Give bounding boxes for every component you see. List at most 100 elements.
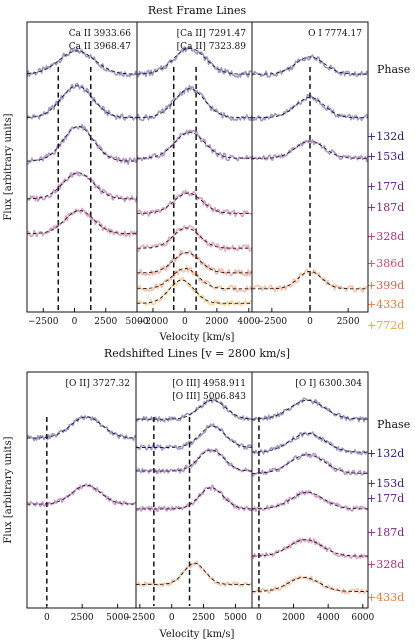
observed-spectrum bbox=[136, 250, 253, 277]
x-tick-label: 0 bbox=[44, 613, 50, 623]
model-fit bbox=[136, 562, 252, 585]
x-tick-label: 4000 bbox=[317, 613, 340, 623]
observed-spectrum bbox=[251, 490, 369, 513]
x-tick-label: −2500 bbox=[125, 613, 156, 623]
line-label: O I 7774.17 bbox=[308, 29, 362, 39]
phase-label: +187d bbox=[367, 201, 404, 214]
panel-frame bbox=[26, 371, 137, 609]
phase-label: +177d bbox=[367, 180, 404, 193]
model-fit bbox=[136, 449, 252, 472]
phase-label: +132d bbox=[367, 447, 404, 460]
observed-spectrum bbox=[251, 575, 369, 595]
model-fit bbox=[252, 96, 368, 119]
x-tick-label: 2500 bbox=[71, 613, 94, 623]
model-fit bbox=[252, 56, 368, 75]
panel-2-1: [O II] 3727.32 0 2500 5000 bbox=[26, 371, 137, 623]
model-fit bbox=[136, 399, 253, 420]
y-axis-label: Flux [arbitrary units] bbox=[3, 436, 14, 543]
model-fit bbox=[137, 252, 252, 274]
line-label: Ca II 3933.66 bbox=[69, 29, 132, 39]
observed-spectrum bbox=[136, 84, 253, 122]
observed-spectrum bbox=[251, 268, 369, 293]
x-tick-label: 2500 bbox=[192, 613, 215, 623]
chart-title: Rest Frame Lines bbox=[148, 4, 247, 17]
model-fit bbox=[137, 131, 252, 159]
panel-frame bbox=[251, 371, 369, 609]
panel-frame bbox=[136, 21, 253, 313]
model-fit bbox=[27, 210, 137, 235]
observed-spectrum bbox=[136, 276, 253, 307]
model-fit bbox=[252, 491, 368, 510]
model-fit bbox=[27, 125, 137, 162]
model-fit bbox=[136, 425, 253, 448]
observed-spectrum bbox=[136, 189, 253, 218]
observed-spectrum bbox=[26, 82, 138, 121]
x-tick-label: 2000 bbox=[205, 317, 228, 327]
model-fit bbox=[137, 192, 252, 214]
x-tick-label: 5000 bbox=[224, 613, 247, 623]
model-fit bbox=[252, 270, 368, 290]
model-fit bbox=[252, 539, 368, 557]
observed-spectrum bbox=[251, 138, 369, 163]
phase-label: +433d bbox=[367, 298, 404, 311]
model-fit bbox=[137, 47, 252, 75]
line-label: [O III] 4958.911 bbox=[172, 379, 246, 389]
x-tick-label: 2500 bbox=[94, 317, 117, 327]
x-tick-label: −2500 bbox=[257, 317, 288, 327]
observed-spectrum bbox=[252, 54, 369, 78]
panel-1-3: O I 7774.17 −2500 0 2500 bbox=[251, 21, 369, 327]
line-label: [O II] 3727.32 bbox=[66, 379, 130, 389]
panel-2-3: [O I] 6300.304 0 2000 4000 6000 bbox=[251, 371, 375, 623]
phase-label: +328d bbox=[367, 558, 404, 571]
model-fit bbox=[27, 416, 136, 439]
model-fit bbox=[137, 88, 252, 119]
phase-label: +433d bbox=[367, 591, 404, 604]
phase-header: Phase bbox=[377, 418, 410, 431]
x-tick-label: 5000 bbox=[106, 613, 129, 623]
observed-spectrum bbox=[26, 483, 137, 508]
panel-frame bbox=[26, 21, 138, 313]
phase-label: +177d bbox=[367, 492, 404, 505]
panel-1-2: [Ca II] 7291.47 [Ca II] 7323.89 −2000 0 2000… bbox=[136, 21, 261, 327]
x-tick-label: 0 bbox=[182, 317, 188, 327]
observed-spectrum bbox=[136, 265, 253, 293]
x-tick-label: 2000 bbox=[282, 613, 305, 623]
line-label: [O I] 6300.304 bbox=[295, 379, 362, 389]
phase-header: Phase bbox=[377, 63, 410, 76]
observed-spectrum bbox=[136, 224, 253, 253]
observed-spectrum bbox=[26, 415, 137, 442]
phase-label: +399d bbox=[367, 279, 404, 292]
observed-spectrum bbox=[251, 397, 369, 423]
phase-label: +132d bbox=[367, 130, 404, 143]
observed-spectrum bbox=[251, 93, 369, 122]
observed-spectrum bbox=[135, 397, 253, 423]
observed-spectrum bbox=[26, 47, 138, 78]
model-fit bbox=[252, 454, 368, 474]
observed-spectrum bbox=[135, 448, 253, 475]
panel-frame bbox=[251, 21, 369, 313]
phase-label: +386d bbox=[367, 257, 404, 270]
model-fit bbox=[27, 484, 136, 505]
observed-spectrum bbox=[251, 451, 369, 477]
model-fit bbox=[137, 227, 252, 249]
model-fit bbox=[252, 576, 368, 592]
model-fit bbox=[137, 279, 252, 304]
x-tick-label: 4000 bbox=[237, 317, 260, 327]
observed-spectrum bbox=[136, 129, 253, 162]
x-axis-label: Velocity [km/s] bbox=[159, 629, 235, 640]
model-fit bbox=[252, 140, 368, 159]
line-label: Ca II 3968.47 bbox=[69, 42, 132, 52]
observed-spectrum bbox=[251, 537, 369, 560]
observed-spectrum bbox=[136, 560, 253, 588]
x-tick-label: 6000 bbox=[351, 613, 374, 623]
phase-label: +187d bbox=[367, 526, 404, 539]
panel-1-1: Ca II 3933.66 Ca II 3968.47 −2500 0 2500 5000 bbox=[26, 21, 149, 327]
x-tick-label: 0 bbox=[307, 317, 313, 327]
phase-label: +328d bbox=[367, 230, 404, 243]
observed-spectrum bbox=[26, 171, 138, 203]
phase-label: +153d bbox=[367, 477, 404, 490]
model-fit bbox=[252, 432, 368, 453]
x-tick-label: 5000 bbox=[126, 317, 149, 327]
x-tick-label: 0 bbox=[72, 317, 78, 327]
